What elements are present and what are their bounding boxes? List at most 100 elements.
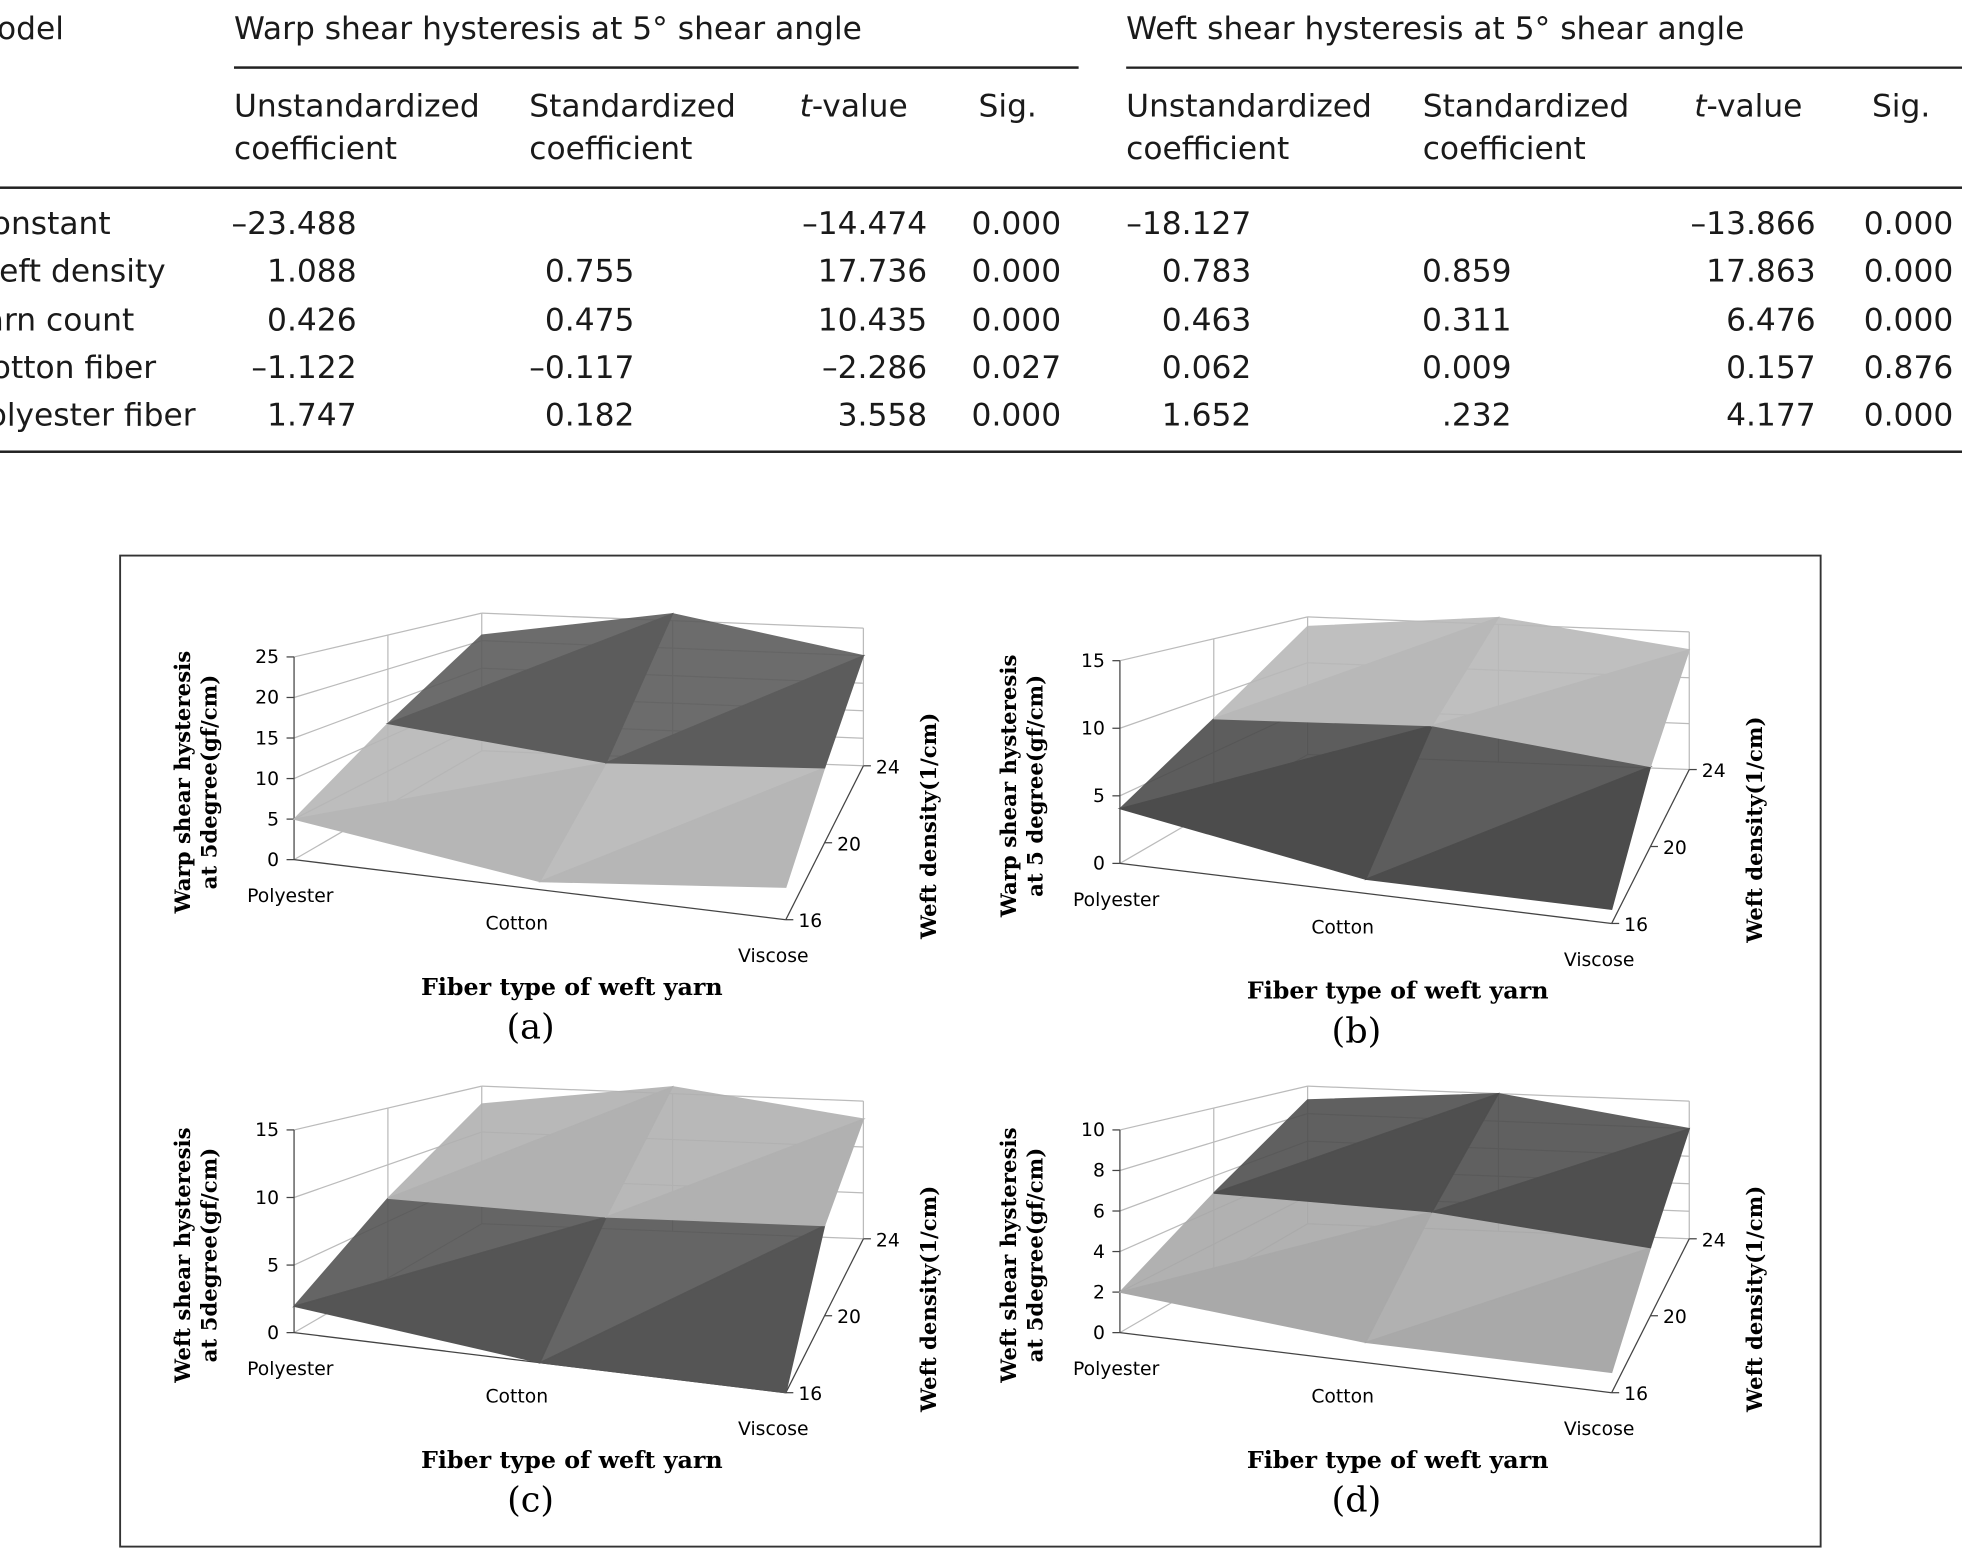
y-tick-label: 4 — [1093, 1242, 1105, 1263]
cell: 0.876 — [1863, 349, 1954, 386]
group-rule — [1126, 66, 1962, 69]
surface-facet — [1213, 1093, 1499, 1194]
y-tick-label: 0 — [267, 1323, 279, 1344]
cell: 0.000 — [1863, 205, 1954, 242]
x-axis-label: Fiber type of weft yarn — [421, 973, 723, 1001]
header-rule — [0, 186, 1962, 189]
x-category-label: Polyester — [1073, 890, 1160, 911]
cell: 0.182 — [544, 396, 635, 433]
y-tick-label: 25 — [255, 647, 279, 668]
y-axis-label: at 5degree(gf/cm) — [197, 1148, 222, 1363]
y-axis-label: Weft shear hysteresis — [171, 1127, 196, 1383]
y-tick-label: 10 — [1081, 719, 1105, 740]
depth-tick-label: 16 — [1624, 1384, 1648, 1405]
y-tick-label: 5 — [267, 809, 279, 830]
y-axis-label: at 5 degree(gf/cm) — [1023, 675, 1048, 897]
y-tick-label: 10 — [255, 1188, 279, 1209]
axis-line — [293, 859, 786, 921]
depth-axis-label: Weft density(1/cm) — [1743, 716, 1768, 943]
y-tick-label: 15 — [255, 728, 279, 749]
row-label: Constant — [0, 205, 111, 242]
cell: 0.783 — [1161, 252, 1252, 290]
y-tick-label: 10 — [255, 769, 279, 790]
group-rule — [233, 66, 1079, 69]
cell: 0.062 — [1161, 349, 1252, 386]
x-category-label: Viscose — [738, 1419, 808, 1440]
cell: 0.009 — [1422, 349, 1512, 386]
panel-caption: (c) — [507, 1480, 554, 1521]
y-tick-label: 20 — [255, 688, 279, 709]
cell: 0.859 — [1422, 252, 1512, 290]
cell: 0.000 — [971, 205, 1062, 242]
cell: 3.558 — [837, 396, 928, 433]
cell: 0.000 — [971, 396, 1062, 433]
y-tick-label: 2 — [1093, 1282, 1105, 1303]
cell: 0.000 — [1863, 252, 1954, 290]
cell: –13.866 — [1690, 205, 1816, 242]
x-category-label: Cotton — [485, 914, 548, 935]
group-header: Warp shear hysteresis at 5° shear angle — [233, 10, 862, 47]
row-label: Polyester fiber — [0, 396, 196, 433]
x-category-label: Viscose — [1564, 1419, 1634, 1440]
x-category-label: Polyester — [247, 886, 334, 907]
cell: –18.127 — [1126, 205, 1252, 242]
cell: 17.863 — [1706, 252, 1816, 290]
row-label: Cotton fiber — [0, 349, 157, 386]
x-category-label: Viscose — [738, 946, 808, 967]
depth-tick-label: 24 — [876, 1230, 900, 1251]
cell: 0.000 — [1863, 396, 1954, 433]
depth-tick-label: 16 — [1624, 915, 1648, 936]
x-category-label: Cotton — [1311, 1387, 1374, 1408]
cell: .232 — [1441, 396, 1512, 433]
cell: 10.435 — [817, 301, 928, 338]
y-tick-label: 8 — [1093, 1161, 1105, 1182]
y-tick-label: 0 — [267, 850, 279, 871]
cell: 1.652 — [1161, 396, 1252, 433]
cell: –23.488 — [231, 205, 357, 242]
cell: 4.177 — [1726, 396, 1816, 433]
cell: 0.755 — [544, 252, 635, 290]
depth-tick-label: 20 — [837, 1307, 861, 1328]
y-axis-label: Warp shear hysteresis — [171, 651, 196, 915]
column-header: Unstandardized coefficient — [1126, 87, 1372, 167]
y-tick-label: 6 — [1093, 1201, 1105, 1222]
x-category-label: Polyester — [247, 1359, 334, 1380]
surface-facet — [387, 1086, 673, 1199]
depth-tick-label: 24 — [1702, 761, 1726, 782]
depth-tick-label: 20 — [1663, 838, 1687, 859]
depth-axis-label: Weft density(1/cm) — [1743, 1186, 1768, 1413]
cell: 0.311 — [1422, 301, 1512, 338]
y-tick-label: 15 — [1081, 651, 1105, 672]
y-tick-label: 0 — [1093, 854, 1105, 875]
row-label: Weft density — [0, 252, 166, 290]
x-category-label: Polyester — [1073, 1359, 1160, 1380]
y-axis-label: Weft shear hysteresis — [997, 1127, 1022, 1383]
surface-facet — [605, 613, 866, 764]
panel-caption: (b) — [1332, 1010, 1382, 1051]
group-header: Weft shear hysteresis at 5° shear angle — [1126, 10, 1745, 47]
x-category-label: Cotton — [1311, 917, 1374, 938]
panel-caption: (d) — [1332, 1480, 1382, 1521]
cell: 0.463 — [1161, 301, 1252, 338]
y-tick-label: 10 — [1081, 1120, 1105, 1141]
cell: 6.476 — [1726, 301, 1816, 338]
x-category-label: Viscose — [1564, 950, 1634, 971]
depth-axis-label: Weft density(1/cm) — [917, 713, 942, 940]
cell: 1.088 — [267, 252, 357, 290]
x-axis-label: Fiber type of weft yarn — [421, 1446, 723, 1474]
y-tick-label: 15 — [255, 1120, 279, 1141]
y-tick-label: 5 — [267, 1255, 279, 1276]
figure-frame — [119, 554, 1822, 1548]
cell: –1.122 — [251, 349, 357, 386]
column-header: t-value — [799, 87, 908, 124]
cell: 17.736 — [817, 252, 928, 290]
x-category-label: Cotton — [485, 1387, 548, 1408]
depth-tick-label: 24 — [1702, 1230, 1726, 1251]
column-header: Sig. — [1871, 87, 1931, 124]
column-header: Standardized coefficient — [1422, 87, 1630, 167]
cell: 0.000 — [1863, 301, 1954, 338]
surface-facet — [387, 613, 673, 725]
depth-tick-label: 24 — [876, 757, 900, 778]
